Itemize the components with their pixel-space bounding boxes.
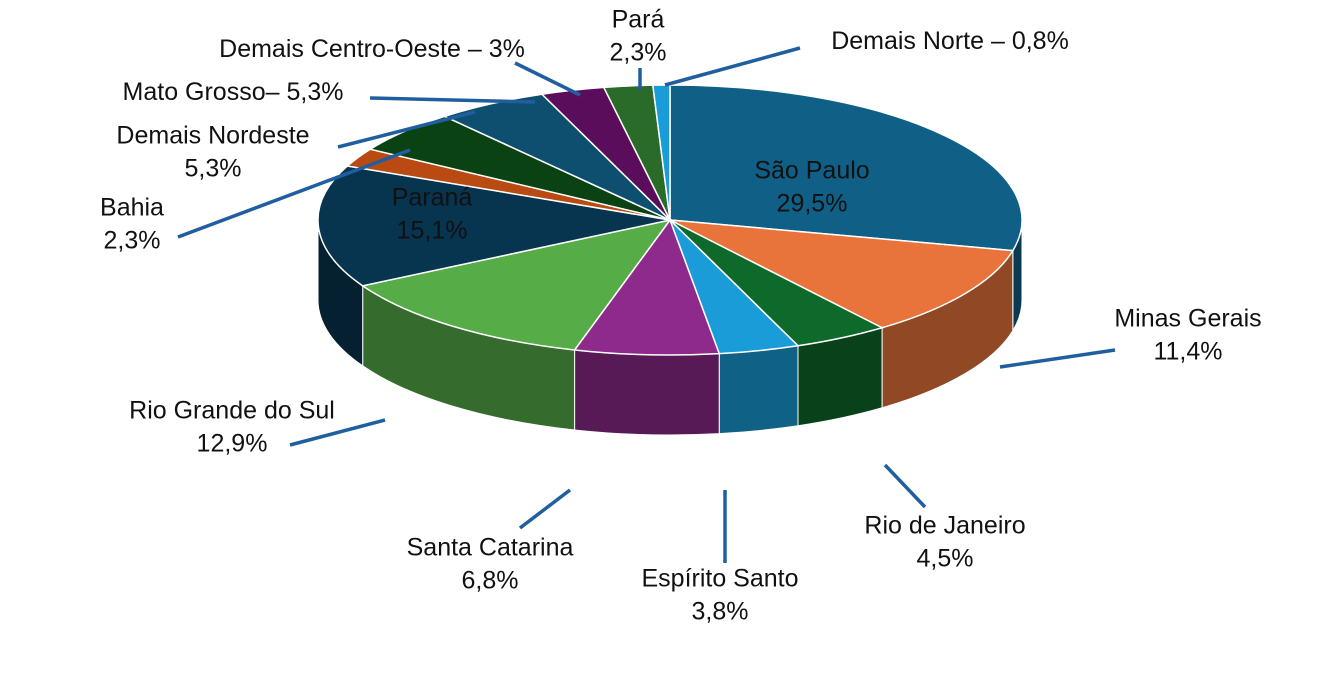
- category-label: Demais Nordeste: [116, 122, 309, 150]
- slice-side: [574, 349, 720, 436]
- leader-line: [289, 418, 386, 447]
- value-label: 0,8%: [1012, 27, 1069, 55]
- slice-label: Mato Grosso– 5,3%: [123, 78, 344, 106]
- slice-label: Demais Centro-Oeste – 3%: [219, 35, 525, 63]
- category-label: Paraná: [392, 184, 473, 212]
- slice: [669, 84, 1023, 252]
- value-label: 11,4%: [1153, 338, 1222, 366]
- category-label: Santa Catarina: [407, 534, 574, 562]
- value-label: 15,1%: [397, 217, 468, 245]
- slice: [360, 218, 672, 351]
- slice: [573, 218, 721, 356]
- leader-line: [514, 61, 581, 97]
- value-label: 2,3%: [610, 39, 667, 67]
- slice-side: [718, 345, 799, 435]
- category-label: Minas Gerais: [1114, 305, 1261, 333]
- value-label: 3,8%: [692, 598, 749, 626]
- leader-line: [337, 110, 476, 149]
- slice: [669, 219, 1015, 329]
- category-label: Demais Norte –: [831, 27, 1005, 55]
- value-label: 5,3%: [286, 78, 343, 106]
- value-label: 2,3%: [104, 227, 161, 255]
- category-label: Rio Grande do Sul: [129, 397, 335, 425]
- leader-line: [518, 488, 572, 530]
- category-label: Rio de Janeiro: [864, 512, 1025, 540]
- category-label: Mato Grosso–: [123, 78, 280, 106]
- value-label: 5,3%: [185, 155, 242, 183]
- value-label: 12,9%: [197, 430, 268, 458]
- category-label: Pará: [612, 6, 665, 34]
- leader-line: [664, 46, 801, 87]
- value-label: 3%: [489, 35, 525, 63]
- value-label: 29,5%: [777, 190, 848, 218]
- category-label: Espírito Santo: [641, 565, 798, 593]
- leader-line: [999, 348, 1116, 369]
- value-label: 6,8%: [462, 567, 519, 595]
- value-label: 4,5%: [917, 545, 974, 573]
- leader-line: [883, 463, 927, 509]
- slice-label: Demais Norte – 0,8%: [831, 27, 1069, 55]
- category-label: Demais Centro-Oeste –: [219, 35, 482, 63]
- category-label: São Paulo: [754, 157, 869, 185]
- category-label: Bahia: [100, 194, 164, 222]
- leader-line: [177, 148, 411, 239]
- leader-line: [369, 96, 536, 104]
